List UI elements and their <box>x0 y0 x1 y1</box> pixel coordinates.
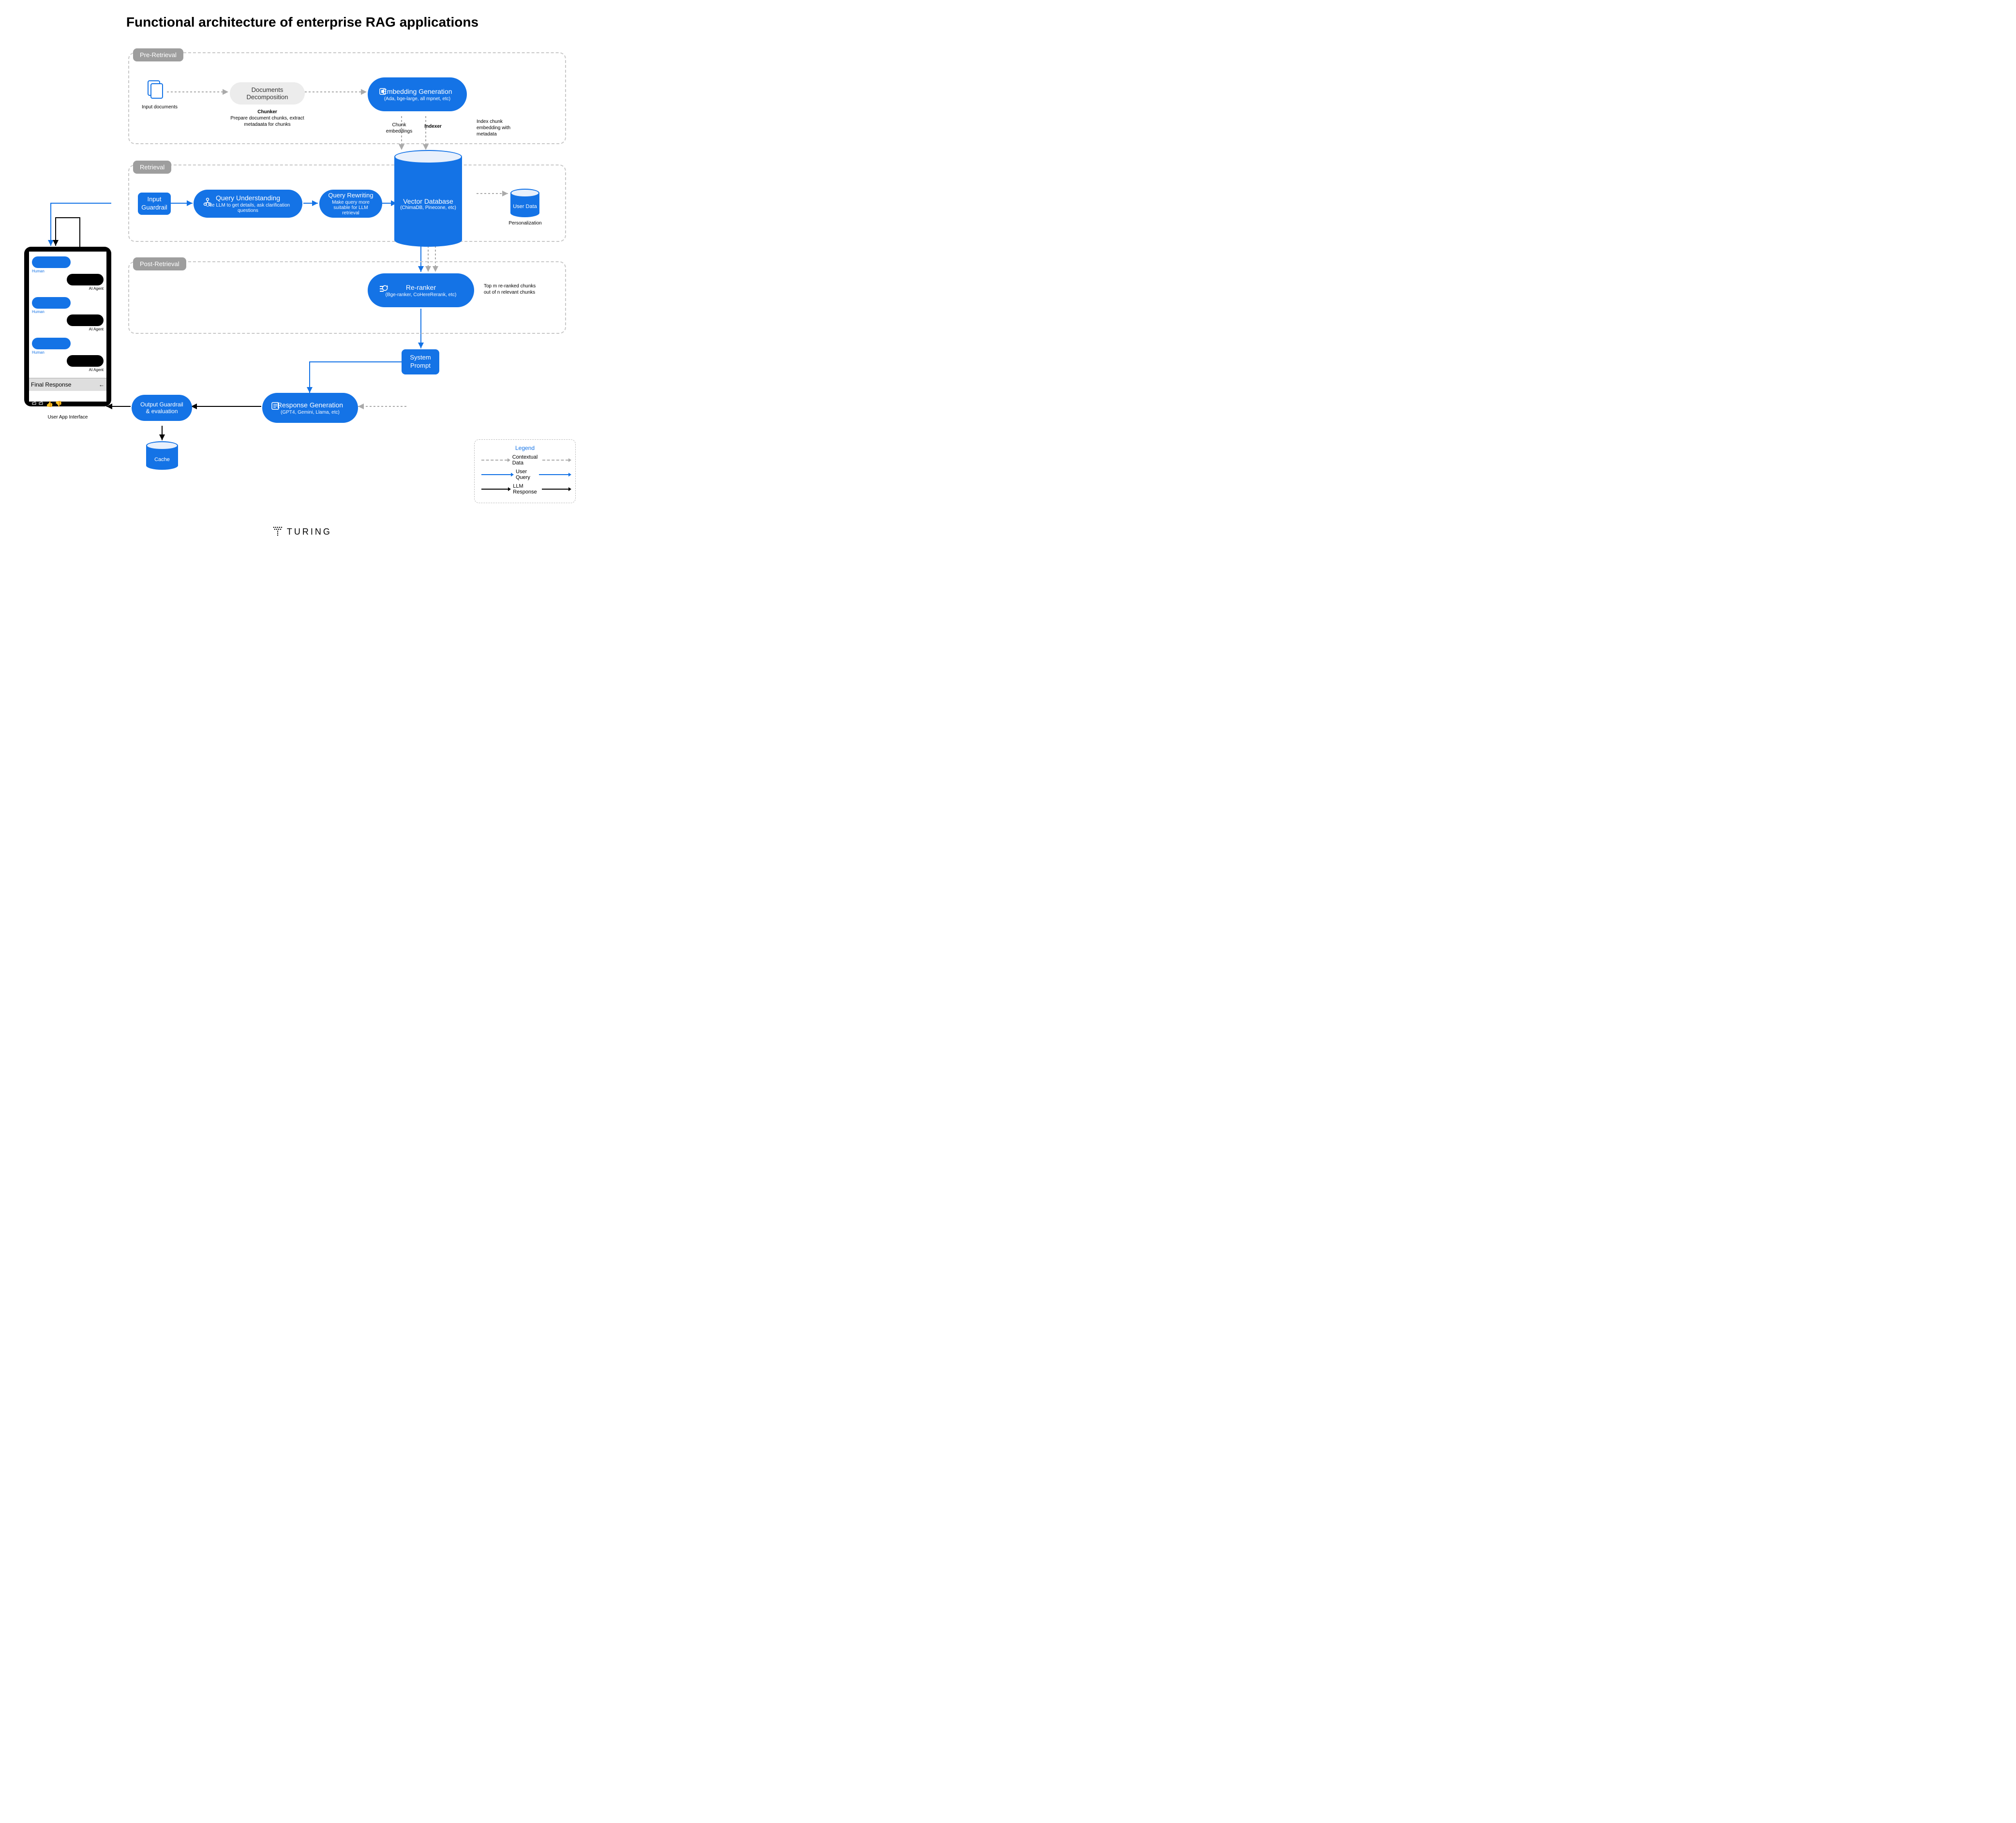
chat-bubble-agent <box>67 355 104 367</box>
og-title: Output Guardrail & evaluation <box>138 401 185 415</box>
legend-uq-label: User Query <box>516 469 534 480</box>
qu-title: Query Understanding <box>216 194 280 202</box>
chat-bubble-agent <box>67 274 104 285</box>
thumbs-icons: 👍 👎 <box>31 399 62 407</box>
brand-text: TURING <box>287 527 332 537</box>
input-documents-label: Input documents <box>138 104 181 110</box>
rg-sub: (GPT4, Gemini, Llama, etc) <box>281 410 340 415</box>
vdb-sub: (ChimaDB, Pinecone, etc) <box>400 205 456 210</box>
brand-logo: TURING <box>0 526 605 537</box>
input-guardrail-node: Input Guardrail <box>138 193 171 215</box>
chunker-sub: Prepare document chunks, extract metadaa… <box>230 116 304 127</box>
phone-screen: Human AI Agent Human AI Agent Human AI A… <box>29 252 106 402</box>
chunker-title: Chunker <box>257 109 277 115</box>
indexer-label: Indexer <box>421 123 445 130</box>
legend-ctx-label: Contextual Data <box>512 454 538 466</box>
qr-title: Query Rewriting <box>328 192 373 199</box>
page-title: Functional architecture of enterprise RA… <box>0 15 605 30</box>
qr-sub: Make query more suitable for LLM retriev… <box>326 200 375 216</box>
agent-label-3: AI Agent <box>89 368 104 372</box>
embedding-sub: (Ada, bge-large, all mpnet, etc) <box>384 96 450 102</box>
chunker-label: Chunker Prepare document chunks, extract… <box>230 109 305 128</box>
qu-sub: Use LLM to get details, ask clarificatio… <box>200 203 296 213</box>
vector-database-node: Vector Database (ChimaDB, Pinecone, etc) <box>394 150 462 247</box>
rg-title: Response Generation <box>277 401 343 409</box>
agent-label-2: AI Agent <box>89 327 104 331</box>
post-retrieval-label: Post-Retrieval <box>133 257 186 270</box>
chat-bubble-human <box>32 297 71 309</box>
chat-bubble-human <box>32 256 71 268</box>
phone-mockup: Human AI Agent Human AI Agent Human AI A… <box>24 247 111 406</box>
chunk-embeddings-label: Chunk embeddings <box>382 122 416 134</box>
reranker-title: Re-ranker <box>406 284 436 291</box>
retrieval-label: Retrieval <box>133 161 171 174</box>
query-understanding-node: Query Understanding Use LLM to get detai… <box>194 190 302 218</box>
legend-lr-label: LLM Response <box>513 483 537 495</box>
post-retrieval-box <box>128 261 566 334</box>
cache-node: Cache <box>146 441 178 469</box>
documents-decomposition-node: Documents Decomposition <box>230 82 305 105</box>
legend-row-llmresp: LLM Response <box>481 483 568 495</box>
reranker-sub: (Bge-ranker, CoHereRerank, etc) <box>386 292 457 298</box>
phone-caption: User App Interface <box>39 414 97 420</box>
pre-retrieval-label: Pre-Retrieval <box>133 48 183 61</box>
system-prompt-node: System Prompt <box>402 349 439 374</box>
rerank-note: Top m re-ranked chunks out of n relevant… <box>484 283 537 296</box>
legend-title: Legend <box>481 445 568 451</box>
agent-label-1: AI Agent <box>89 286 104 291</box>
chip-icon <box>378 87 387 96</box>
embedding-title: Embedding Generation <box>383 88 452 95</box>
documents-icon <box>145 80 166 104</box>
response-generation-node: Response Generation (GPT4, Gemini, Llama… <box>262 393 358 423</box>
final-response-text: Final Response <box>31 381 71 388</box>
query-rewriting-node: Query Rewriting Make query more suitable… <box>319 190 382 218</box>
embedding-generation-node: Embedding Generation (Ada, bge-large, al… <box>368 77 467 111</box>
personalization-label: Personalization <box>505 220 546 226</box>
doc-icon <box>271 402 280 410</box>
human-label-1: Human <box>32 269 45 273</box>
human-label-3: Human <box>32 350 45 355</box>
chat-bubble-human <box>32 338 71 349</box>
legend-row-userquery: User Query <box>481 469 568 480</box>
final-response-bar: Final Response ← <box>29 378 106 391</box>
output-guardrail-node: Output Guardrail & evaluation <box>132 395 192 421</box>
human-label-2: Human <box>32 310 45 314</box>
chat-bubble-agent <box>67 314 104 326</box>
index-note-label: Index chunk embedding with metadata <box>477 119 525 137</box>
legend-box: Legend Contextual Data User Query LLM Re… <box>474 439 576 503</box>
legend-row-contextual: Contextual Data <box>481 454 568 466</box>
vdb-title: Vector Database <box>403 197 453 205</box>
reranker-node: Re-ranker (Bge-ranker, CoHereRerank, etc… <box>368 273 474 307</box>
user-data-node: User Data <box>510 189 539 217</box>
